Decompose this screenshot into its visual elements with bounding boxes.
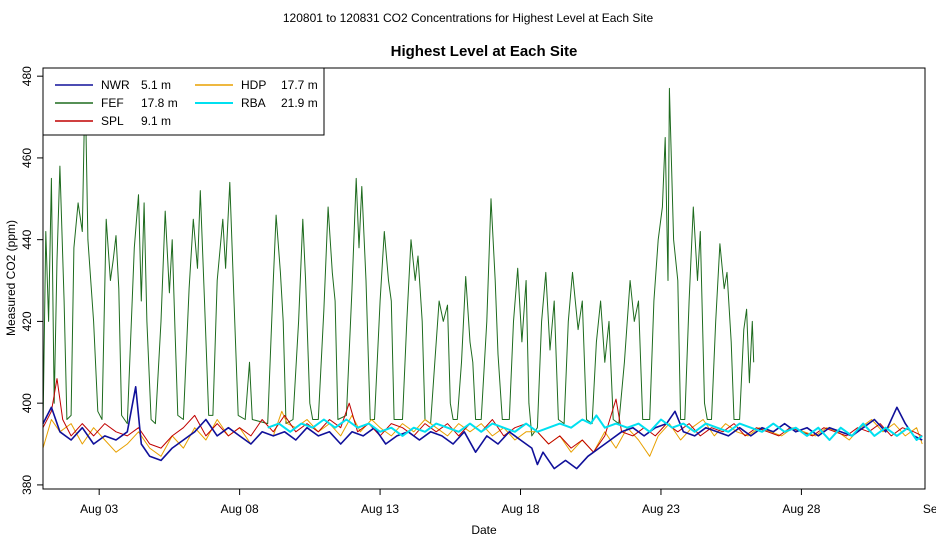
y-axis-label: Measured CO2 (ppm) <box>4 220 18 336</box>
legend-height-hdp: 17.7 m <box>281 78 318 92</box>
legend-label-hdp: HDP <box>241 78 266 92</box>
legend-label-nwr: NWR <box>101 78 130 92</box>
y-tick-label: 480 <box>20 66 34 86</box>
x-tick-label: Aug 03 <box>80 502 118 516</box>
plot-frame <box>42 67 926 490</box>
legend-height-fef: 17.8 m <box>141 96 178 110</box>
x-tick-label: Sep 02 <box>923 502 936 516</box>
x-tick-label: Aug 18 <box>501 502 539 516</box>
y-tick-label: 380 <box>20 475 34 495</box>
legend-height-rba: 21.9 m <box>281 96 318 110</box>
series-line-rba <box>267 414 923 441</box>
legend-label-rba: RBA <box>241 96 266 110</box>
y-tick-label: 420 <box>20 311 34 331</box>
y-tick-label: 440 <box>20 229 34 249</box>
x-tick-label: Aug 23 <box>642 502 680 516</box>
legend-box <box>42 67 325 136</box>
chart-title: Highest Level at Each Site <box>391 43 578 60</box>
legend-height-spl: 9.1 m <box>141 114 171 128</box>
x-tick-label: Aug 13 <box>361 502 399 516</box>
legend-label-spl: SPL <box>101 114 124 128</box>
series-layer <box>42 79 923 470</box>
legend-height-nwr: 5.1 m <box>141 78 171 92</box>
x-tick-label: Aug 08 <box>221 502 259 516</box>
series-line-nwr <box>42 386 923 470</box>
y-tick-label: 460 <box>20 148 34 168</box>
legend-label-fef: FEF <box>101 96 124 110</box>
series-line-fef <box>42 79 755 437</box>
legend: NWR 5.1 m FEF 17.8 m SPL 9.1 m HDP 17.7 m RBA 21.… <box>42 67 325 136</box>
x-tick-label: Aug 28 <box>782 502 820 516</box>
x-axis-label: Date <box>471 523 497 537</box>
axis-layer: Aug 03 Aug 08 Aug 13 Aug 18 Aug 23 Aug 28 Sep … <box>20 66 936 516</box>
y-tick-label: 400 <box>20 393 34 413</box>
chart-suptitle: 120801 to 120831 CO2 Concentrations for … <box>283 11 654 25</box>
